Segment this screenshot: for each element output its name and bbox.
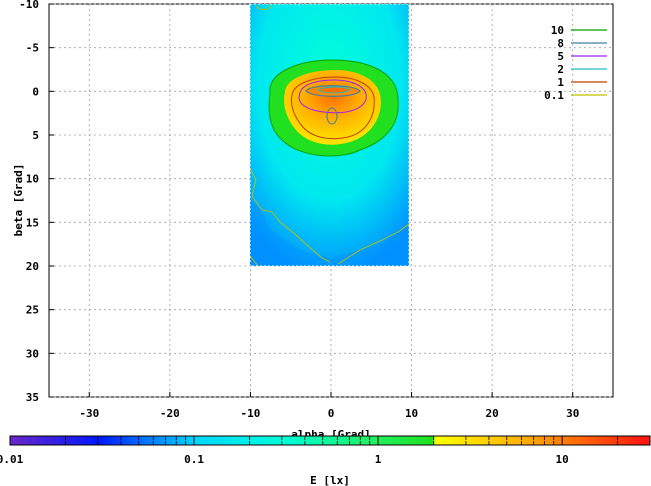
colorbar-tick-label: 1 [375, 453, 382, 466]
y-tick-label: -5 [26, 42, 39, 55]
contour-line-10 [317, 86, 351, 94]
legend-label: 5 [557, 50, 564, 63]
y-tick-label: 30 [26, 347, 39, 360]
y-tick-label: 25 [26, 304, 39, 317]
x-ticks: -30 -20 -10 0 10 20 30 [79, 392, 579, 420]
x-tick-label: -30 [79, 407, 99, 420]
legend-label: 1 [557, 76, 564, 89]
x-tick-label: -10 [240, 407, 260, 420]
contour-line-1 [268, 59, 399, 157]
y-tick-label: 5 [32, 129, 39, 142]
colorbar-tick-label: 10 [556, 453, 569, 466]
x-tick-label: 30 [566, 407, 579, 420]
y-tick-label: 20 [26, 260, 39, 273]
contour-line-0.1 [249, 167, 410, 267]
legend-label: 10 [551, 24, 564, 37]
contour-line-0.1-top [255, 4, 273, 11]
y-tick-label: 15 [26, 216, 39, 229]
x-tick-label: -20 [160, 407, 180, 420]
x-tick-label: 10 [405, 407, 418, 420]
colorbar: 0.01 0.1 1 10 E [lx] [0, 435, 651, 486]
y-axis-label: beta [Grad] [12, 164, 25, 237]
heatmap [249, 4, 410, 267]
grid [49, 3, 613, 398]
legend-label: 8 [557, 37, 564, 50]
contour-line-2 [291, 76, 375, 140]
colorbar-tick-label: 0.01 [0, 453, 24, 466]
colorbar-tick-label: 0.1 [184, 453, 204, 466]
heatmap-low-region [250, 200, 409, 266]
x-tick-label: 20 [486, 407, 499, 420]
colorbar-label: E [lx] [310, 474, 350, 486]
contour-line-5 [298, 79, 367, 114]
y-tick-label: 10 [26, 173, 39, 186]
y-tick-label: -10 [19, 0, 39, 11]
data-extent-frame [249, 4, 410, 267]
legend-label: 0.1 [544, 89, 564, 102]
y-tick-label: 35 [26, 391, 39, 404]
contour-spot [326, 107, 338, 125]
y-ticks: -10 -5 0 5 10 15 20 25 30 35 [19, 0, 54, 404]
y-tick-label: 0 [32, 85, 39, 98]
colorbar-ticks: 0.01 0.1 1 10 [0, 436, 651, 466]
x-tick-label: 0 [328, 407, 335, 420]
legend-label: 2 [557, 63, 564, 76]
